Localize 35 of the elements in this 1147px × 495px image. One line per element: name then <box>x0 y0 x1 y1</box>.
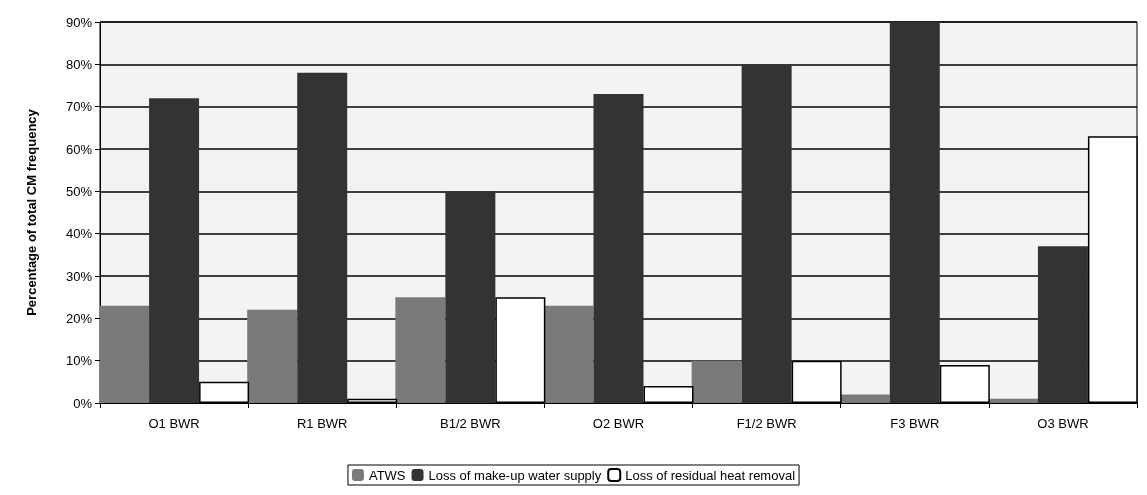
x-tick-label: O2 BWR <box>592 416 645 431</box>
bar <box>395 297 446 403</box>
bar <box>593 93 644 403</box>
x-tick-label: F3 BWR <box>890 416 940 431</box>
y-tick-label: 90% <box>65 14 93 30</box>
x-tick-label: R1 BWR <box>296 416 348 431</box>
bar <box>445 191 496 403</box>
bar <box>839 394 890 403</box>
legend-label: Loss of residual heat removal <box>625 467 796 483</box>
y-tick-label: 80% <box>65 56 93 72</box>
y-tick-label: 10% <box>65 353 93 369</box>
bar <box>889 22 940 403</box>
y-tick-label: 70% <box>65 99 93 115</box>
x-tick-label: B1/2 BWR <box>440 416 501 431</box>
bar <box>1037 246 1088 403</box>
y-tick-label: 0% <box>73 395 93 411</box>
bar <box>149 98 200 403</box>
bar <box>543 305 594 403</box>
x-tick-label: O3 BWR <box>1037 416 1089 431</box>
y-tick-label: 20% <box>65 310 93 326</box>
x-tick-label: F1/2 BWR <box>736 416 797 431</box>
y-tick-label: 30% <box>65 268 93 284</box>
y-axis-title: Percentage of total CM frequency <box>24 108 39 316</box>
bar <box>987 398 1038 403</box>
bar <box>741 64 792 403</box>
y-tick-label: 50% <box>65 183 93 199</box>
x-tick-label: O1 BWR <box>148 416 200 431</box>
y-tick-label: 60% <box>65 141 93 157</box>
legend-label: ATWS <box>368 467 406 483</box>
bar <box>100 305 150 403</box>
bar <box>297 72 348 403</box>
y-tick-label: 40% <box>65 226 93 242</box>
bar <box>247 309 298 403</box>
bar <box>691 360 742 403</box>
legend-label: Loss of make-up water supply <box>428 467 602 483</box>
